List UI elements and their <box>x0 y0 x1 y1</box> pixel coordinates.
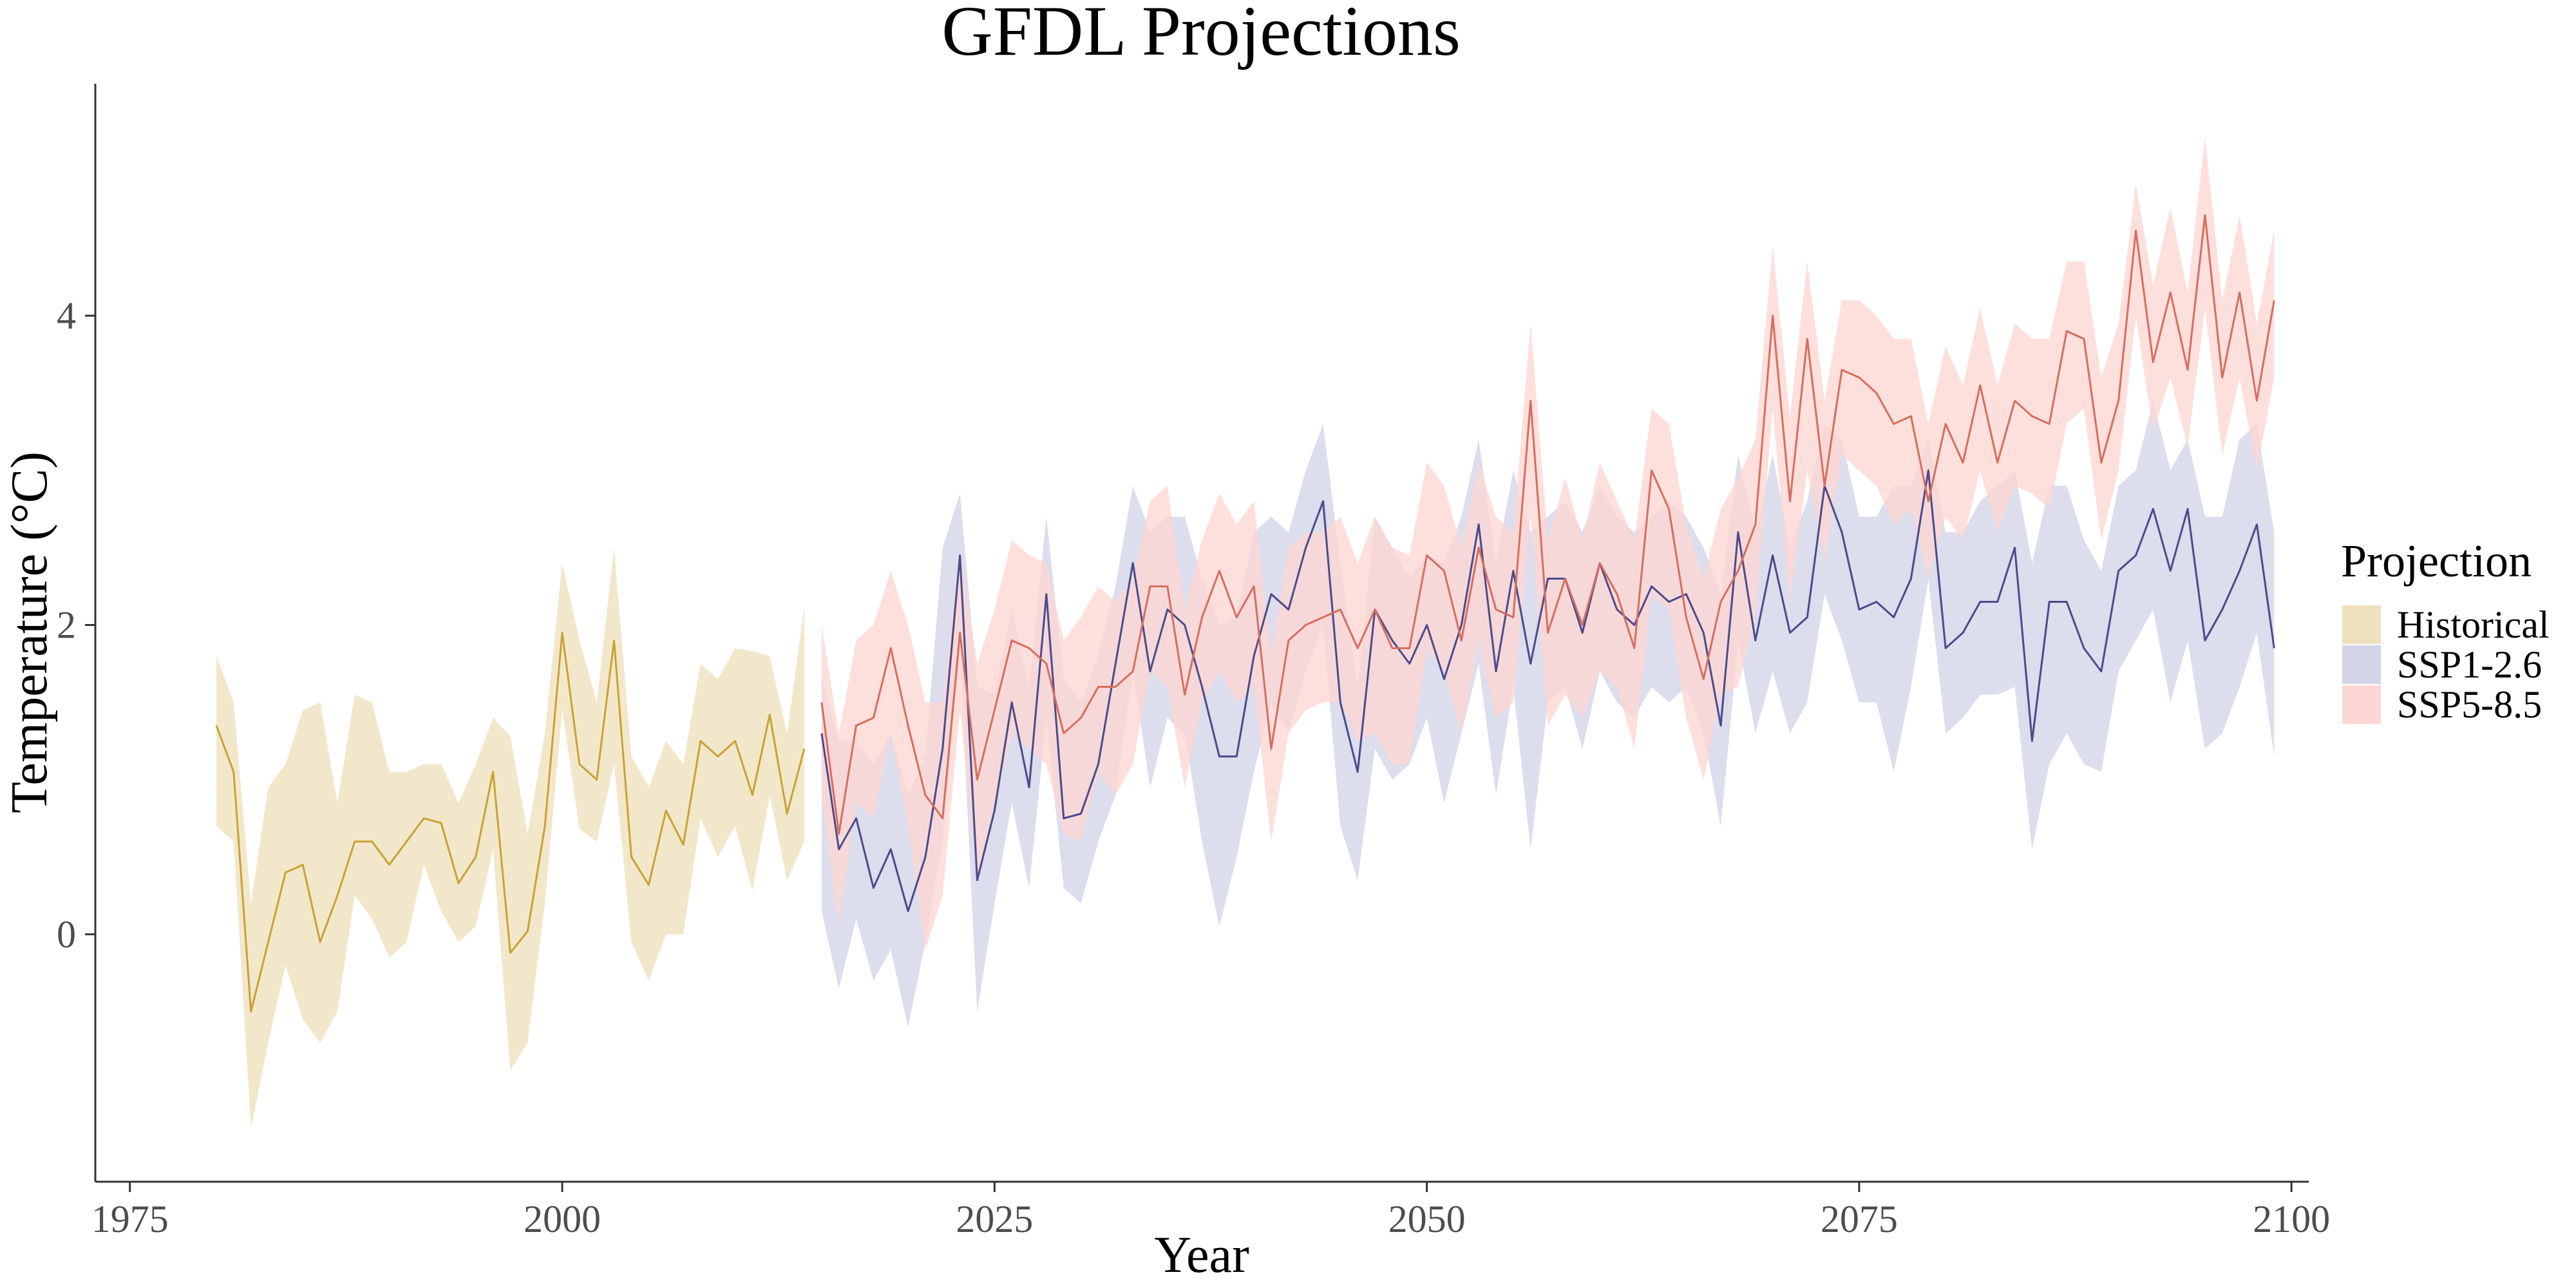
plot-area: 1975 2000 2025 2050 2075 2100 0 2 4 <box>57 84 2330 1240</box>
x-tick-label: 2075 <box>1821 1198 1898 1240</box>
y-axis-title: Temperature (°C) <box>1 451 58 813</box>
y-tick-label: 0 <box>57 913 76 956</box>
y-tick-label: 2 <box>57 603 76 646</box>
legend-label-historical: Historical <box>2397 603 2550 646</box>
x-tick-label: 2050 <box>1388 1198 1466 1240</box>
x-tick-label: 2025 <box>956 1198 1033 1240</box>
ribbon-layer <box>216 138 2274 1128</box>
x-tick-label: 1975 <box>91 1198 169 1240</box>
legend-label-ssp5-8-5: SSP5-8.5 <box>2397 683 2542 726</box>
y-axis-ticks: 0 2 4 <box>57 294 95 956</box>
legend-swatch-historical <box>2342 605 2381 644</box>
x-tick-label: 2000 <box>524 1198 601 1240</box>
x-axis-title: Year <box>1154 1227 1249 1283</box>
y-tick-label: 4 <box>57 294 76 337</box>
chart-title: GFDL Projections <box>942 0 1461 70</box>
ribbon-historical <box>216 547 804 1128</box>
legend-swatch-ssp1-2-6 <box>2342 645 2381 684</box>
x-tick-label: 2100 <box>2253 1198 2330 1240</box>
legend-swatch-ssp5-8-5 <box>2342 685 2381 724</box>
legend-title: Projection <box>2341 535 2532 587</box>
legend-label-ssp1-2-6: SSP1-2.6 <box>2397 643 2542 686</box>
